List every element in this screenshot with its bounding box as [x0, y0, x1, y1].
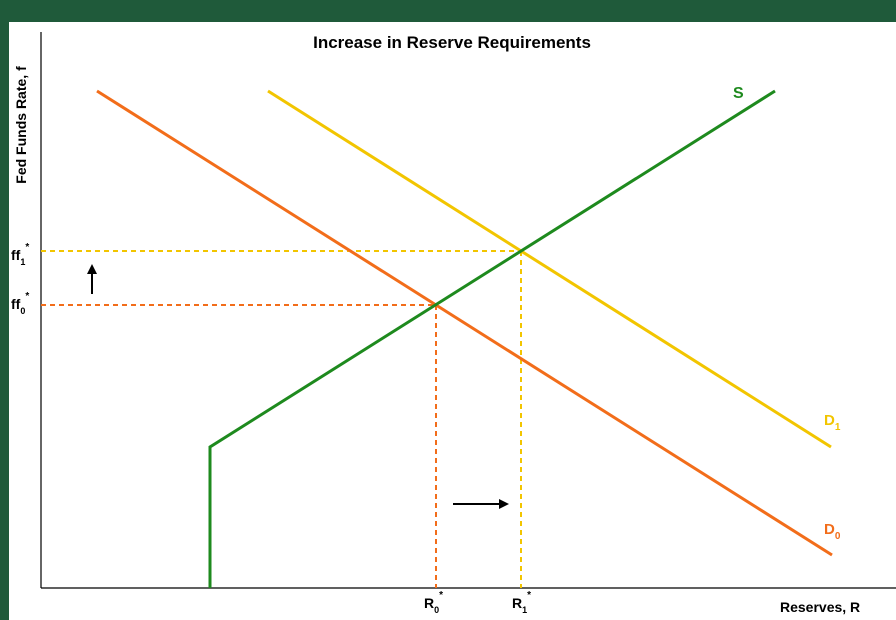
x-axis-label: Reserves, R [780, 599, 860, 615]
supply-curve [208, 89, 776, 588]
demand0-label: D0 [824, 521, 841, 542]
demand-curve-d0 [96, 89, 833, 557]
y-tick-ff1: ff1* [11, 242, 29, 267]
slide [9, 22, 896, 620]
y-axis-label: Fed Funds Rate, f [13, 66, 29, 184]
right-arrow-icon [453, 499, 509, 509]
diagram-title: Increase in Reserve Requirements [313, 33, 591, 52]
demand-curve-d1 [267, 89, 832, 449]
y-tick-ff0: ff0* [11, 291, 29, 316]
up-arrow-icon [87, 264, 97, 294]
x-tick-r1: R1* [512, 590, 531, 615]
demand1-label: D1 [824, 412, 841, 433]
supply-label: S [733, 85, 744, 102]
x-tick-r0: R0* [424, 590, 443, 615]
